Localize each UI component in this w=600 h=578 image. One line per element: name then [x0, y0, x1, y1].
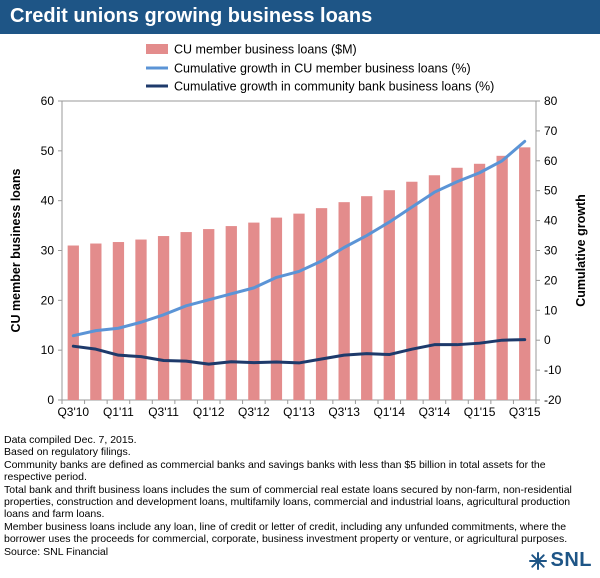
right-axis-tick-label: 40 [544, 214, 558, 228]
bar [361, 196, 373, 400]
right-axis-tick-label: 30 [544, 244, 558, 258]
bar [451, 167, 463, 400]
bar [338, 202, 350, 400]
chart-svg: 0 10 20 30 40 50 60 -20 -10 0 10 20 30 40 50 60 70 80 Q3'1… [9, 43, 588, 420]
right-axis-tick-label: 80 [544, 94, 558, 108]
right-axis-tick-label: 20 [544, 273, 558, 287]
left-axis-tick-label: 10 [41, 343, 55, 357]
bar [315, 208, 328, 400]
bar [383, 190, 395, 400]
community-bank-growth-line [71, 338, 527, 366]
x-axis-tick-label: Q3'15 [509, 405, 541, 419]
snl-star-icon [528, 551, 547, 570]
x-axis-tick-label: Q1'11 [103, 405, 134, 419]
x-axis-tick-label: Q1'14 [373, 405, 405, 419]
bar [406, 181, 418, 400]
right-axis-tick-label: 0 [544, 333, 551, 347]
snl-logo-text: SNL [550, 549, 592, 571]
note-member-loans: Member business loans include any loan, … [4, 520, 568, 546]
legend-swatch-bars [146, 44, 168, 54]
left-axis-tick-label: 50 [41, 144, 55, 158]
chart-title: Credit unions growing business loans [10, 5, 373, 27]
bar [157, 236, 170, 400]
title-bar: Credit unions growing business loans [0, 0, 600, 34]
right-axis-tick-label: -10 [544, 363, 562, 377]
left-axis-tick-label: 40 [41, 194, 55, 208]
bar [496, 155, 508, 400]
bar [180, 232, 192, 400]
x-axis-tick-label: Q3'11 [148, 405, 179, 419]
chart-area: 0 10 20 30 40 50 60 -20 -10 0 10 20 30 40 50 60 70 80 Q3'1… [0, 34, 600, 426]
x-axis-tick-label: Q3'12 [238, 405, 270, 419]
bar [293, 213, 305, 400]
x-axis-tick-label: Q1'15 [464, 405, 496, 419]
bar [248, 222, 260, 400]
right-axis-tick-label: 10 [544, 303, 558, 317]
bar [67, 245, 79, 400]
left-axis-tick-label: 60 [41, 94, 55, 108]
x-axis-tick-label: Q3'10 [57, 405, 89, 419]
bar [519, 147, 531, 400]
right-axis-tick-label: -20 [544, 393, 562, 407]
legend-label: Cumulative growth in CU member business … [174, 62, 471, 76]
note-total-loans: Total bank and thrift business loans inc… [4, 483, 572, 521]
x-axis-tick-label: Q3'14 [419, 405, 451, 419]
bar [90, 243, 102, 400]
snl-logo: SNL [528, 549, 593, 572]
note-compiled: Data compiled Dec. 7, 2015. [4, 434, 137, 446]
right-axis-label: Cumulative growth [574, 194, 588, 307]
cu-growth-line [71, 139, 527, 338]
bar [225, 226, 237, 400]
x-axis-tick-label: Q1'12 [193, 405, 225, 419]
left-axis-tick-label: 20 [41, 293, 55, 307]
left-axis-tick-label: 30 [41, 244, 55, 258]
note-source: Source: SNL Financial [4, 545, 109, 558]
notes: Data compiled Dec. 7, 2015. Based on reg… [4, 434, 584, 558]
bar [203, 229, 215, 400]
bar [135, 239, 147, 400]
left-axis-tick-label: 0 [47, 393, 54, 407]
right-axis-tick-label: 60 [544, 154, 558, 168]
right-axis-tick-label: 50 [544, 184, 558, 198]
bar [270, 217, 283, 400]
bar [473, 163, 486, 400]
x-axis-tick-label: Q1'13 [283, 405, 315, 419]
legend-label: CU member business loans ($M) [174, 43, 357, 57]
bar [112, 242, 125, 400]
note-basis: Based on regulatory filings. [4, 446, 131, 459]
legend-label: Cumulative growth in community bank busi… [174, 80, 494, 94]
x-axis-tick-label: Q3'13 [328, 405, 360, 419]
note-community-banks: Community banks are defined as commercia… [4, 458, 546, 484]
right-axis-tick-label: 70 [544, 124, 558, 138]
bar [428, 175, 441, 400]
left-axis-label: CU member business loans [9, 168, 23, 332]
